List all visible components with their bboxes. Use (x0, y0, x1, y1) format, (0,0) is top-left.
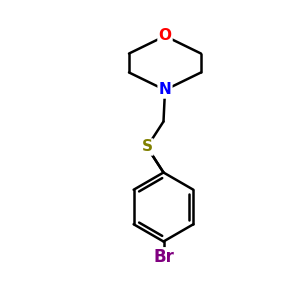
Text: O: O (158, 28, 172, 44)
Text: S: S (142, 140, 152, 154)
Text: N: N (159, 82, 171, 98)
Text: Br: Br (153, 248, 174, 266)
